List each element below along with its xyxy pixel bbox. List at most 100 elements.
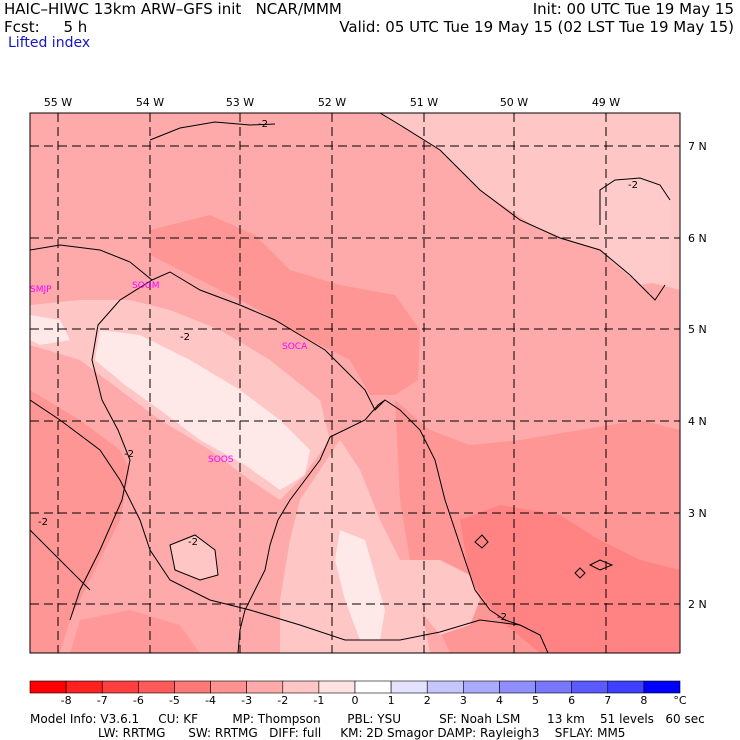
footer-physics: LW: RRTMG SW: RRTMG DIFF: full KM: 2D Sm… xyxy=(98,726,626,740)
li-region-m1-northeast xyxy=(380,113,680,290)
colorbar-swatch xyxy=(354,680,392,694)
contour-labels: -2 -2 -2 -2 -2 -2 -2 xyxy=(38,119,638,623)
lat-label-6n: 6 N xyxy=(688,232,707,245)
colorbar-tick-label: 6 xyxy=(568,694,575,707)
field-name: Lifted index xyxy=(8,35,91,51)
colorbar-tick-label: 0 xyxy=(352,694,359,707)
colorbar-tick-label: 7 xyxy=(604,694,611,707)
colorbar-swatch xyxy=(174,680,211,694)
lon-label-50w: 50 W xyxy=(500,96,528,109)
map-frame xyxy=(29,112,681,654)
latitude-labels: 7 N 6 N 5 N 4 N 3 N 2 N xyxy=(688,140,707,611)
contour-label-southwest: -2 xyxy=(38,517,48,528)
colorbar-swatch xyxy=(210,680,247,694)
border-french-guiana-west xyxy=(237,436,331,653)
colorbar-swatch xyxy=(138,680,175,694)
colorbar-swatch xyxy=(101,680,139,694)
station-sogm: SOGM xyxy=(132,281,160,291)
border-brazil xyxy=(30,399,521,641)
colorbar-tick-label: 1 xyxy=(388,694,395,707)
lat-label-5n: 5 N xyxy=(688,323,707,336)
forecast-hour: Fcst: 5 h xyxy=(4,18,88,36)
li-region-m4-east xyxy=(460,505,680,653)
colorbar-tick-label: 3 xyxy=(460,694,467,707)
li-region-m3-north xyxy=(150,215,420,395)
contour-pocket xyxy=(169,534,219,581)
colorbar-swatch xyxy=(426,680,464,694)
lat-label-2n: 2 N xyxy=(688,598,707,611)
lon-label-52w: 52 W xyxy=(318,96,346,109)
colorbar-tick-label: -4 xyxy=(205,694,216,707)
lat-label-7n: 7 N xyxy=(688,140,707,153)
lifted-index-fill xyxy=(30,113,680,653)
colorbar-swatch xyxy=(499,680,536,694)
valid-time: Valid: 05 UTC Tue 19 May 15 (02 LST Tue … xyxy=(339,18,734,36)
graticule xyxy=(30,113,680,653)
li-region-m3-south xyxy=(70,610,200,653)
model-title: HAIC–HIWC 13km ARW–GFS init NCAR/MMM xyxy=(4,0,342,18)
colorbar-swatch xyxy=(282,680,320,694)
colorbar-swatch xyxy=(571,680,609,694)
colorbar-swatch xyxy=(390,680,428,694)
lon-label-54w: 54 W xyxy=(136,96,164,109)
station-soos: SOOS xyxy=(208,455,234,465)
lon-label-53w: 53 W xyxy=(226,96,254,109)
contour-label-south: -2 xyxy=(497,612,507,623)
contour-label-northeast: -2 xyxy=(628,180,638,191)
colorbar-swatch xyxy=(65,680,103,694)
station-labels: SMJP SOGM SOCA SOOS xyxy=(30,281,308,465)
li-region-m1-pocket xyxy=(170,535,218,580)
contour-northeast-loop xyxy=(599,177,671,225)
contour-label-west: -2 xyxy=(124,449,134,460)
lon-label-55w: 55 W xyxy=(44,96,72,109)
li-region-0-west xyxy=(30,315,70,345)
colorbar-tick-label: -3 xyxy=(241,694,252,707)
colorbar-swatch xyxy=(643,680,681,694)
li-region-m3-southwest xyxy=(30,390,130,653)
border-suriname-west xyxy=(69,279,153,621)
lat-label-4n: 4 N xyxy=(688,415,707,428)
colorbar-tick-label: -5 xyxy=(169,694,180,707)
lon-label-49w: 49 W xyxy=(592,96,620,109)
colorbar-tick-label: -8 xyxy=(61,694,72,707)
colorbar-tick-label: -7 xyxy=(97,694,108,707)
contour-label-north: -2 xyxy=(258,119,268,130)
contour-label-pocket: -2 xyxy=(188,537,198,548)
contour-diamond-3 xyxy=(574,567,586,579)
contour-label-central: -2 xyxy=(180,332,190,343)
colorbar-tick-label: -2 xyxy=(277,694,288,707)
colorbar-swatch xyxy=(246,680,284,694)
colorbar-swatch xyxy=(29,680,67,694)
border-south-loop xyxy=(30,529,91,591)
colorbar-tick-label: 2 xyxy=(424,694,431,707)
footer-model-info: Model Info: V3.6.1 CU: KF MP: Thompson P… xyxy=(30,712,705,726)
li-region-m1-southeast xyxy=(400,560,480,635)
coastline xyxy=(30,244,549,653)
li-region-0-central xyxy=(95,330,310,490)
li-region-0-south xyxy=(335,530,385,640)
colorbar-swatch xyxy=(607,680,645,694)
station-soca: SOCA xyxy=(282,342,308,352)
border-french-guiana-east xyxy=(329,399,386,438)
colorbar-tick-labels: -8 -7 -6 -5 -4 -3 -2 -1 0 1 2 3 4 5 6 7 8 xyxy=(61,694,648,707)
colorbar-tick-label: -1 xyxy=(313,694,324,707)
lon-label-51w: 51 W xyxy=(410,96,438,109)
frame-ticks xyxy=(57,113,680,605)
station-smjp: SMJP xyxy=(30,285,52,295)
contour-northeast xyxy=(379,113,666,301)
colorbar-swatch xyxy=(463,680,500,694)
li-region-m1-northeast-pocket xyxy=(600,175,670,285)
colorbar-tick-label: -6 xyxy=(133,694,144,707)
colorbar-unit: °C xyxy=(673,694,687,707)
colorbar-tick-label: 4 xyxy=(496,694,503,707)
colorbar xyxy=(29,680,681,694)
lat-label-3n: 3 N xyxy=(688,507,707,520)
longitude-labels: 55 W 54 W 53 W 52 W 51 W 50 W 49 W xyxy=(44,96,620,109)
colorbar-swatch xyxy=(318,680,356,694)
colorbar-tick-label: 8 xyxy=(640,694,647,707)
colorbar-tick-label: 5 xyxy=(532,694,539,707)
coastlines-borders xyxy=(30,113,671,653)
colorbar-swatch xyxy=(535,680,572,694)
init-time: Init: 00 UTC Tue 19 May 15 xyxy=(532,0,734,18)
